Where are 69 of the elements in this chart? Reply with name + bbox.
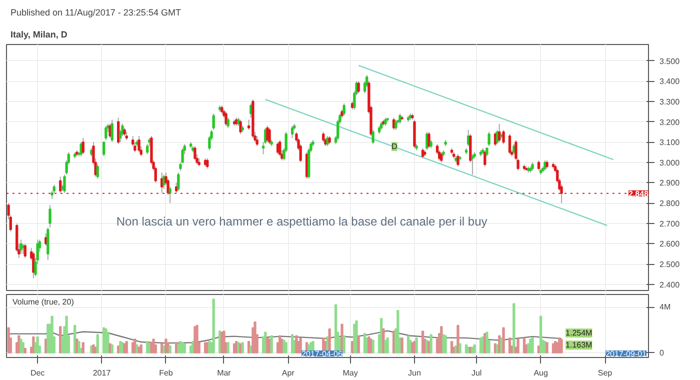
candlestick: [110, 119, 114, 143]
candlestick: [22, 243, 24, 254]
candlestick: [508, 133, 512, 155]
candlestick: [20, 239, 22, 254]
candlestick: [440, 152, 443, 163]
y-tick-label: 4M: [660, 302, 671, 312]
candlestick: [224, 111, 228, 126]
y-tick-label: 2.900: [660, 178, 680, 188]
candlestick: [278, 140, 282, 157]
candlestick: [80, 142, 82, 157]
y-tick-label: 3.100: [660, 138, 680, 148]
y-tick-label: 2.500: [660, 260, 680, 270]
candlestick: [537, 160, 540, 172]
candlestick: [138, 135, 140, 153]
candlestick: [488, 131, 490, 147]
y-tick-label: 2.400: [660, 280, 680, 290]
candlestick: [102, 142, 106, 157]
x-tick-label: 2017: [92, 368, 112, 378]
candlestick: [63, 174, 66, 194]
candlestick: [194, 146, 196, 161]
candlestick: [212, 113, 215, 130]
x-tick-label: Feb: [159, 368, 174, 378]
annotation: 2017-09-01: [606, 350, 648, 358]
y-tick-label: 3.200: [660, 118, 680, 127]
candlestick: [24, 243, 26, 258]
candlestick: [502, 129, 505, 145]
chart-title: Volume (true, 20): [12, 298, 74, 306]
annotation: 1.254M: [566, 328, 593, 338]
candlestick: [456, 154, 460, 167]
candlestick: [82, 138, 84, 155]
x-tick-label: Mar: [217, 368, 232, 378]
candlestick: [357, 80, 360, 94]
x-tick-label: Aug: [534, 368, 548, 378]
y-tick-label: 0: [660, 348, 664, 358]
candlestick: [322, 131, 325, 143]
candlestick: [428, 131, 430, 149]
x-tick-label: Apr: [282, 368, 295, 378]
candlestick: [484, 150, 486, 167]
candlestick: [104, 125, 108, 141]
candlestick: [256, 135, 258, 147]
y-tick-label: 3.400: [660, 77, 680, 86]
candlestick: [268, 127, 271, 145]
y-tick-label: 3.500: [660, 56, 680, 66]
annotation: 1.163M: [566, 340, 593, 350]
x-tick-label: Jul: [471, 368, 482, 378]
candlestick: [48, 204, 52, 228]
candlestick: [206, 158, 209, 170]
y-tick-label: 3.000: [660, 158, 680, 168]
chart-subtitle: Published on 11/Aug/2017 - 23:25:54 GMT: [10, 8, 182, 18]
candlestick: [108, 123, 112, 139]
candlestick: [290, 125, 294, 139]
y-tick-label: 3.300: [660, 97, 680, 106]
x-tick-label: May: [342, 368, 358, 378]
ref-line-label: 2.848: [628, 189, 650, 198]
annotation: 2017-04-06: [302, 350, 343, 358]
x-tick-label: Sep: [598, 368, 613, 378]
candlestick: [32, 251, 35, 279]
x-tick-label: Jun: [408, 368, 421, 378]
candlestick: [239, 119, 242, 134]
x-tick-label: Dec: [30, 368, 45, 378]
y-tick-label: 2.700: [660, 219, 680, 228]
y-tick-label: 2.600: [660, 240, 680, 249]
candlestick: [342, 102, 346, 116]
y-tick-label: 2.800: [660, 199, 680, 208]
chart-title: Italy, Milan, D: [10, 30, 68, 40]
candlestick: [177, 172, 180, 192]
annotation: D: [392, 142, 398, 152]
annotation: Non lascia un vero hammer e aspettiamo la base del canale per il buy: [116, 214, 488, 229]
candlestick: [398, 113, 402, 124]
